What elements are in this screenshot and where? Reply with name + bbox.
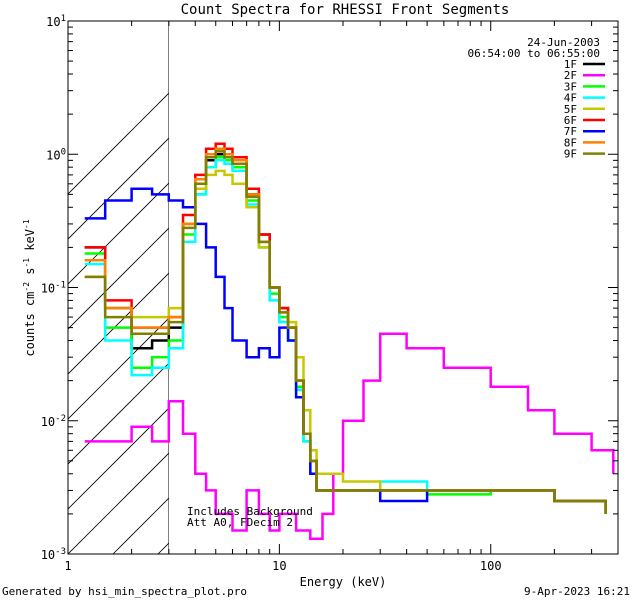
annotation-background: Includes Background	[187, 505, 313, 518]
hatch-line	[338, 21, 640, 554]
legend-label-8F: 8F	[564, 136, 577, 149]
legend-label-5F: 5F	[564, 103, 577, 116]
y-tick-label-1e-1: 10-1	[41, 281, 66, 296]
footer-generated-by: Generated by hsi_min_spectra_plot.pro	[2, 585, 247, 598]
hatch-line	[518, 21, 640, 554]
legend-label-1F: 1F	[564, 58, 577, 71]
legend-label-2F: 2F	[564, 69, 577, 82]
hatch-line	[293, 21, 640, 554]
y-tick-label-1e0: 100	[46, 147, 66, 162]
hatch-line	[68, 452, 169, 554]
hatch-line	[112, 497, 169, 554]
series-line-9F	[84, 150, 607, 514]
y-tick-labels: 10-3 10-2 10-1 100 101	[41, 14, 66, 562]
series-line-5F	[84, 169, 607, 514]
legend-label-3F: 3F	[564, 80, 577, 93]
time-range-label: 06:54:00 to 06:55:00	[468, 47, 600, 60]
legend-label-4F: 4F	[564, 92, 577, 105]
y-tick-label-1e-3: 10-3	[41, 547, 66, 562]
y-tick-label-1e1: 101	[46, 14, 66, 29]
x-tick-label-100: 100	[480, 559, 502, 573]
excluded-region-hatch	[68, 21, 640, 554]
date-label: 24-Jun-2003	[527, 36, 600, 49]
x-axis-label: Energy (keV)	[300, 575, 387, 589]
series-line-2F	[84, 332, 615, 541]
hatch-line	[383, 21, 640, 554]
x-tick-labels: 1 10 100	[64, 559, 501, 573]
hatch-line	[68, 227, 169, 330]
axis-ticks	[67, 21, 619, 555]
y-tick-label-1e-2: 10-2	[41, 414, 66, 429]
series-line-7F	[84, 187, 607, 514]
hatch-line	[68, 92, 169, 195]
footer-timestamp: 9-Apr-2023 16:21	[524, 585, 630, 598]
chart-title: Count Spectra for RHESSI Front Segments	[181, 2, 510, 18]
series-line-4F	[84, 159, 607, 514]
hatch-line	[68, 407, 169, 510]
legend-label-6F: 6F	[564, 114, 577, 127]
legend-label-7F: 7F	[564, 125, 577, 138]
series-group	[84, 142, 615, 541]
hatch-line	[248, 21, 640, 554]
series-line-3F	[84, 155, 607, 514]
hatch-line	[68, 272, 169, 375]
x-tick-label-10: 10	[272, 559, 286, 573]
annotation-attenuator: Att A0, FDecim 2	[187, 516, 293, 529]
x-tick-label-1: 1	[64, 559, 71, 573]
legend-label-9F: 9F	[564, 148, 577, 161]
y-axis-label: counts cm-2 s-1 keV-1	[22, 219, 37, 356]
